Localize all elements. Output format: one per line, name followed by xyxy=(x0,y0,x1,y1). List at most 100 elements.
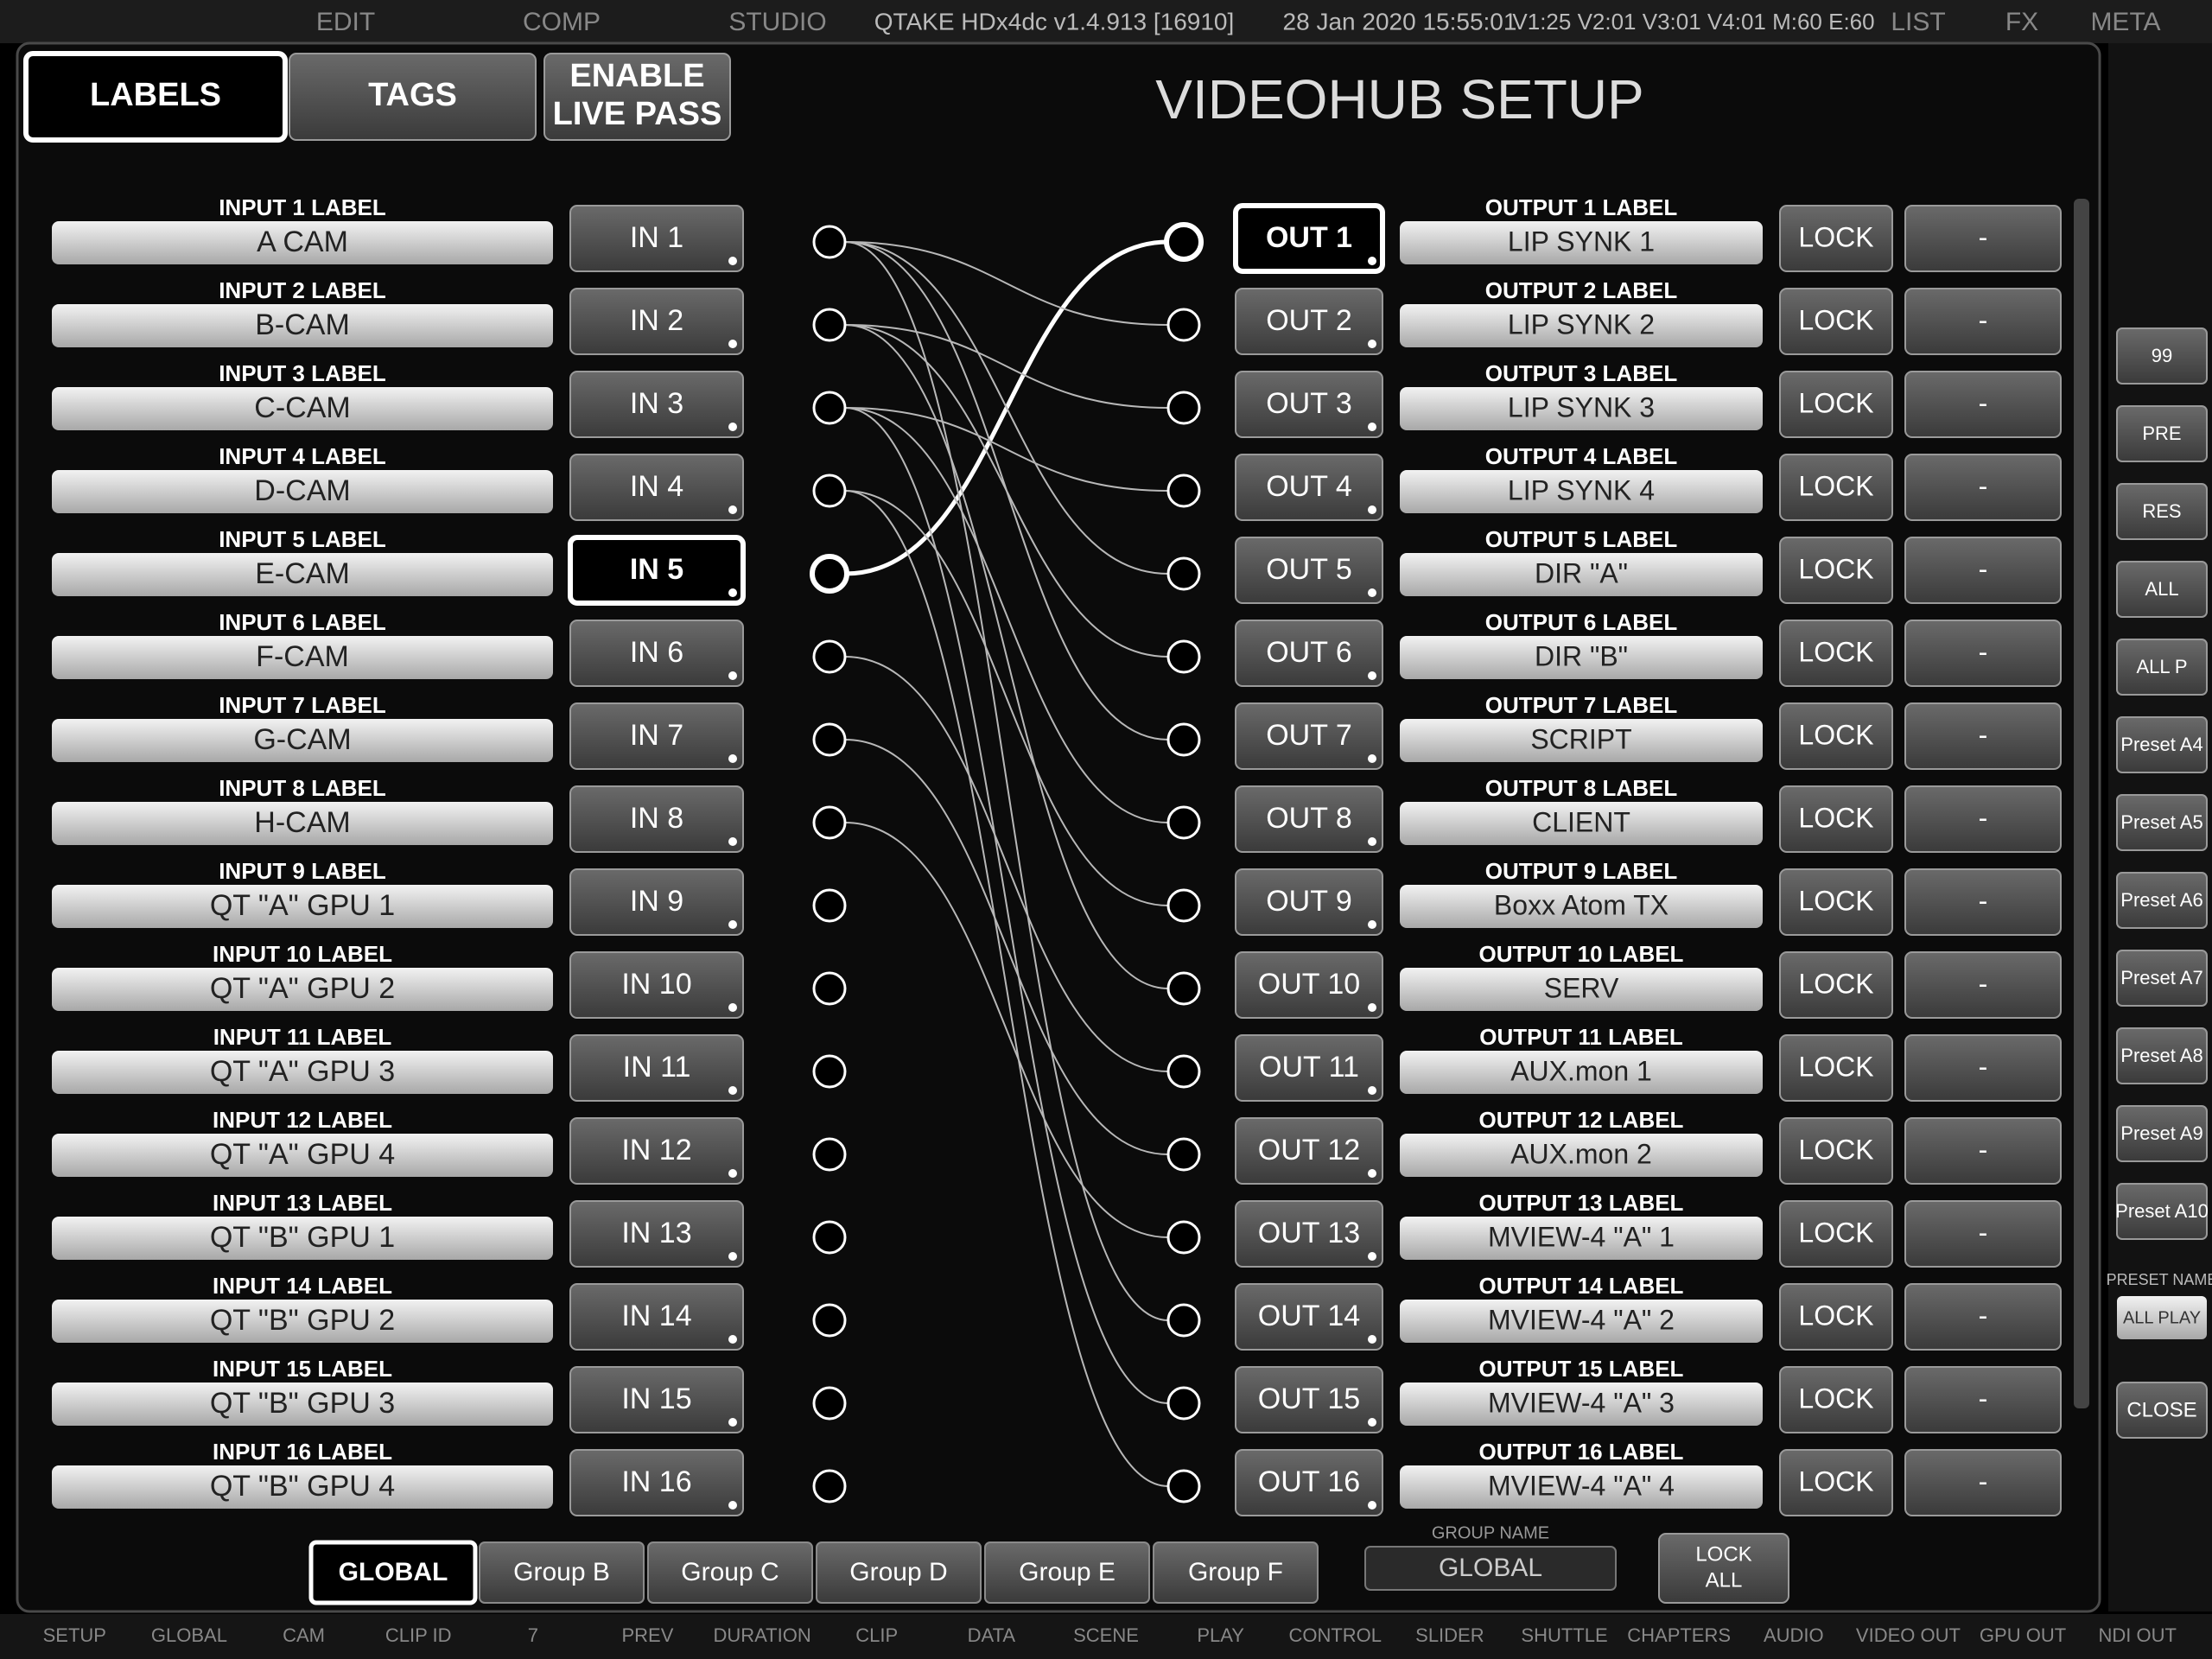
extra-button[interactable] xyxy=(1904,620,2062,687)
input-label-field[interactable] xyxy=(52,553,553,596)
input-label-field[interactable] xyxy=(52,304,553,347)
output-button[interactable] xyxy=(1235,785,1383,853)
input-port[interactable] xyxy=(812,888,847,923)
lock-button[interactable] xyxy=(1779,1034,1893,1102)
input-button[interactable] xyxy=(569,868,744,936)
output-port[interactable] xyxy=(1166,722,1201,757)
extra-button[interactable] xyxy=(1904,785,2062,853)
output-port[interactable] xyxy=(1164,222,1204,262)
extra-button[interactable] xyxy=(1904,951,2062,1019)
extra-button[interactable] xyxy=(1904,537,2062,604)
output-port[interactable] xyxy=(1166,391,1201,425)
preset-name-field[interactable] xyxy=(2117,1296,2207,1339)
group-tab[interactable] xyxy=(984,1541,1150,1604)
output-button[interactable] xyxy=(1235,1283,1383,1351)
output-port[interactable] xyxy=(1166,1469,1201,1503)
preset-button[interactable] xyxy=(2116,1105,2208,1162)
preset-button[interactable] xyxy=(2116,1027,2208,1084)
extra-button[interactable] xyxy=(1904,1200,2062,1268)
input-button[interactable] xyxy=(569,288,744,355)
preset-button[interactable] xyxy=(2116,716,2208,773)
output-port[interactable] xyxy=(1166,971,1201,1006)
output-button[interactable] xyxy=(1235,702,1383,770)
input-port[interactable] xyxy=(810,554,849,594)
output-label-field[interactable] xyxy=(1400,470,1763,513)
lock-button[interactable] xyxy=(1779,371,1893,438)
input-label-field[interactable] xyxy=(52,1217,553,1260)
output-button[interactable] xyxy=(1235,1200,1383,1268)
output-label-field[interactable] xyxy=(1400,719,1763,762)
input-port[interactable] xyxy=(812,971,847,1006)
extra-button[interactable] xyxy=(1904,205,2062,272)
output-label-field[interactable] xyxy=(1400,304,1763,347)
output-button[interactable] xyxy=(1235,537,1383,604)
output-label-field[interactable] xyxy=(1400,1300,1763,1343)
output-label-field[interactable] xyxy=(1400,221,1763,264)
lock-button[interactable] xyxy=(1779,1117,1893,1185)
input-port[interactable] xyxy=(812,722,847,757)
input-label-field[interactable] xyxy=(52,1382,553,1426)
input-button[interactable] xyxy=(569,702,744,770)
lock-button[interactable] xyxy=(1779,1449,1893,1516)
output-port[interactable] xyxy=(1166,888,1201,923)
lock-button[interactable] xyxy=(1779,454,1893,521)
input-label-field[interactable] xyxy=(52,1051,553,1094)
output-button[interactable] xyxy=(1235,951,1383,1019)
group-tab[interactable] xyxy=(647,1541,813,1604)
input-button[interactable] xyxy=(569,1449,744,1516)
extra-button[interactable] xyxy=(1904,1449,2062,1516)
output-port[interactable] xyxy=(1166,805,1201,840)
preset-button[interactable] xyxy=(2116,483,2208,540)
output-port[interactable] xyxy=(1166,1303,1201,1338)
input-button[interactable] xyxy=(569,205,744,272)
lock-button[interactable] xyxy=(1779,951,1893,1019)
input-port[interactable] xyxy=(812,308,847,342)
input-button[interactable] xyxy=(569,1200,744,1268)
input-button[interactable] xyxy=(568,535,746,606)
output-label-field[interactable] xyxy=(1400,1382,1763,1426)
input-port[interactable] xyxy=(812,225,847,259)
input-label-field[interactable] xyxy=(52,470,553,513)
preset-button[interactable] xyxy=(2116,950,2208,1007)
input-button[interactable] xyxy=(569,951,744,1019)
preset-button[interactable] xyxy=(2116,794,2208,851)
input-button[interactable] xyxy=(569,785,744,853)
output-button[interactable] xyxy=(1235,371,1383,438)
output-port[interactable] xyxy=(1166,308,1201,342)
group-tab[interactable] xyxy=(308,1540,478,1605)
input-label-field[interactable] xyxy=(52,885,553,928)
output-label-field[interactable] xyxy=(1400,1217,1763,1260)
output-label-field[interactable] xyxy=(1400,968,1763,1011)
input-port[interactable] xyxy=(812,1386,847,1421)
input-button[interactable] xyxy=(569,1283,744,1351)
output-button[interactable] xyxy=(1235,868,1383,936)
output-button[interactable] xyxy=(1235,1449,1383,1516)
lock-button[interactable] xyxy=(1779,537,1893,604)
input-label-field[interactable] xyxy=(52,802,553,845)
extra-button[interactable] xyxy=(1904,1283,2062,1351)
extra-button[interactable] xyxy=(1904,1034,2062,1102)
lock-button[interactable] xyxy=(1779,785,1893,853)
input-label-field[interactable] xyxy=(52,1134,553,1177)
input-label-field[interactable] xyxy=(52,968,553,1011)
output-port[interactable] xyxy=(1166,474,1201,508)
lock-all-button[interactable] xyxy=(1658,1533,1789,1604)
input-port[interactable] xyxy=(812,805,847,840)
extra-button[interactable] xyxy=(1904,288,2062,355)
input-label-field[interactable] xyxy=(52,719,553,762)
group-tab[interactable] xyxy=(1153,1541,1319,1604)
output-button[interactable] xyxy=(1233,203,1385,274)
group-tab[interactable] xyxy=(479,1541,645,1604)
output-port[interactable] xyxy=(1166,1137,1201,1172)
input-port[interactable] xyxy=(812,1220,847,1255)
output-label-field[interactable] xyxy=(1400,1134,1763,1177)
input-port[interactable] xyxy=(812,1303,847,1338)
input-label-field[interactable] xyxy=(52,636,553,679)
output-port[interactable] xyxy=(1166,556,1201,591)
group-tab[interactable] xyxy=(816,1541,982,1604)
output-label-field[interactable] xyxy=(1400,1051,1763,1094)
extra-button[interactable] xyxy=(1904,454,2062,521)
input-label-field[interactable] xyxy=(52,221,553,264)
input-button[interactable] xyxy=(569,620,744,687)
output-label-field[interactable] xyxy=(1400,802,1763,845)
